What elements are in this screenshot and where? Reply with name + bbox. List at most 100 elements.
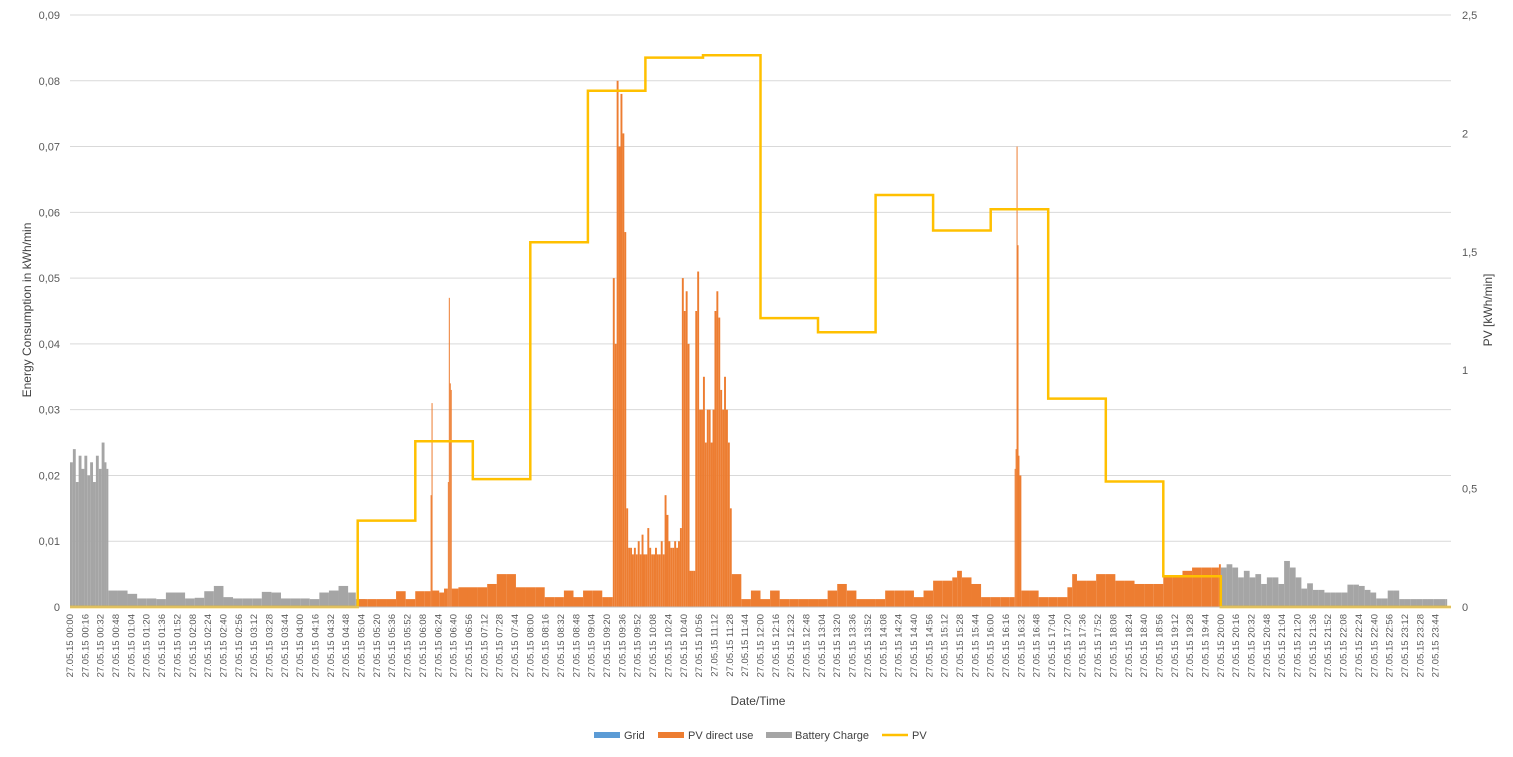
bar <box>1000 597 1010 607</box>
bar <box>328 590 339 607</box>
x-axis-title: Date/Time <box>731 694 786 708</box>
bar <box>672 547 675 607</box>
bar <box>602 597 609 607</box>
bar <box>1105 574 1116 607</box>
x-tick-label: 27.05.15 11:44 <box>740 614 751 677</box>
bar <box>630 547 632 607</box>
x-tick-label: 27.05.15 19:12 <box>1170 614 1181 677</box>
x-tick-label: 27.05.15 12:00 <box>756 614 767 677</box>
bar <box>72 449 76 607</box>
x-tick-label: 27.05.15 04:00 <box>295 614 306 677</box>
bar <box>731 574 742 607</box>
bar <box>697 271 700 607</box>
bar <box>724 376 726 607</box>
x-tick-label: 27.05.15 21:52 <box>1323 614 1334 677</box>
x-tick-label: 27.05.15 10:08 <box>648 614 659 677</box>
bar <box>961 577 972 607</box>
bar <box>1144 583 1154 607</box>
x-tick-label: 27.05.15 06:56 <box>464 614 475 677</box>
bar <box>904 590 914 607</box>
bar <box>515 587 526 607</box>
bar <box>678 541 680 607</box>
bar <box>592 590 603 607</box>
bar <box>679 528 682 607</box>
bar <box>1439 599 1446 607</box>
x-tick-label: 27.05.15 07:12 <box>479 614 490 677</box>
x-tick-label: 27.05.15 00:32 <box>96 614 107 677</box>
bar <box>702 376 705 607</box>
bar <box>1433 599 1440 607</box>
x-tick-label: 27.05.15 13:04 <box>817 614 828 677</box>
bar <box>1330 592 1336 607</box>
x-tick-label: 27.05.15 06:40 <box>449 614 460 677</box>
bar <box>204 591 214 607</box>
bar <box>1335 592 1342 607</box>
bar <box>1249 577 1256 607</box>
y2-tick-label: 1,5 <box>1462 247 1477 259</box>
bar <box>681 278 684 607</box>
bar <box>612 278 615 607</box>
bar <box>1445 599 1448 607</box>
bar <box>722 409 725 607</box>
bar <box>846 590 857 607</box>
bar <box>712 409 715 607</box>
bar <box>290 598 301 607</box>
bar <box>1238 577 1244 607</box>
x-tick-label: 27.05.15 22:24 <box>1354 614 1365 677</box>
x-tick-label: 27.05.15 18:24 <box>1124 614 1135 677</box>
x-tick-label: 27.05.15 05:36 <box>387 614 398 677</box>
legend-swatch-grid <box>594 732 620 738</box>
bar <box>923 590 934 607</box>
bar <box>444 588 448 607</box>
bar <box>1172 577 1183 607</box>
bar <box>101 442 105 607</box>
bar <box>647 528 650 607</box>
bar <box>467 587 478 607</box>
bar <box>137 598 147 607</box>
bar <box>683 311 686 607</box>
x-tick-label: 27.05.15 02:08 <box>188 614 199 677</box>
bar <box>1422 599 1428 607</box>
bar <box>658 554 661 607</box>
bar <box>1289 567 1296 607</box>
y2-axis-title: PV [kWh/min] <box>1481 274 1495 347</box>
x-tick-label: 27.05.15 08:00 <box>525 614 536 677</box>
bar <box>261 591 272 607</box>
bar <box>645 554 648 607</box>
x-tick-label: 27.05.15 15:28 <box>955 614 966 677</box>
bar <box>431 403 433 607</box>
bar <box>487 583 497 607</box>
bar <box>271 592 281 607</box>
x-tick-label: 27.05.15 14:24 <box>894 614 905 677</box>
bar <box>1220 567 1227 607</box>
x-tick-label: 27.05.15 09:20 <box>602 614 613 677</box>
x-tick-label: 27.05.15 11:12 <box>709 614 720 677</box>
bar <box>660 541 663 607</box>
bar <box>1278 583 1285 607</box>
bar <box>563 590 574 607</box>
x-tick-label: 27.05.15 05:04 <box>357 614 368 677</box>
y-tick-label: 0,08 <box>39 76 60 88</box>
bar <box>656 554 659 607</box>
bar <box>1016 146 1018 608</box>
bar <box>1387 590 1394 607</box>
bar <box>1192 567 1202 607</box>
x-tick-label: 27.05.15 20:16 <box>1231 614 1242 677</box>
bar <box>628 547 631 607</box>
bar <box>1381 598 1388 607</box>
bar <box>635 554 638 607</box>
bar <box>496 574 507 607</box>
pv-series-line <box>70 54 1451 609</box>
x-tick-label: 27.05.15 01:52 <box>172 614 183 677</box>
x-tick-label: 27.05.15 02:40 <box>218 614 229 677</box>
bar <box>90 462 94 607</box>
x-tick-label: 27.05.15 03:44 <box>280 614 291 677</box>
bar <box>1021 590 1030 607</box>
y2-tick-label: 0,5 <box>1462 484 1477 496</box>
x-tick-label: 27.05.15 20:48 <box>1262 614 1273 677</box>
x-tick-label: 27.05.15 14:56 <box>924 614 935 677</box>
y2-tick-label: 1 <box>1462 365 1468 377</box>
bar <box>309 599 320 607</box>
x-tick-label: 27.05.15 23:44 <box>1431 614 1442 677</box>
x-tick-label: 27.05.15 09:04 <box>587 614 598 677</box>
